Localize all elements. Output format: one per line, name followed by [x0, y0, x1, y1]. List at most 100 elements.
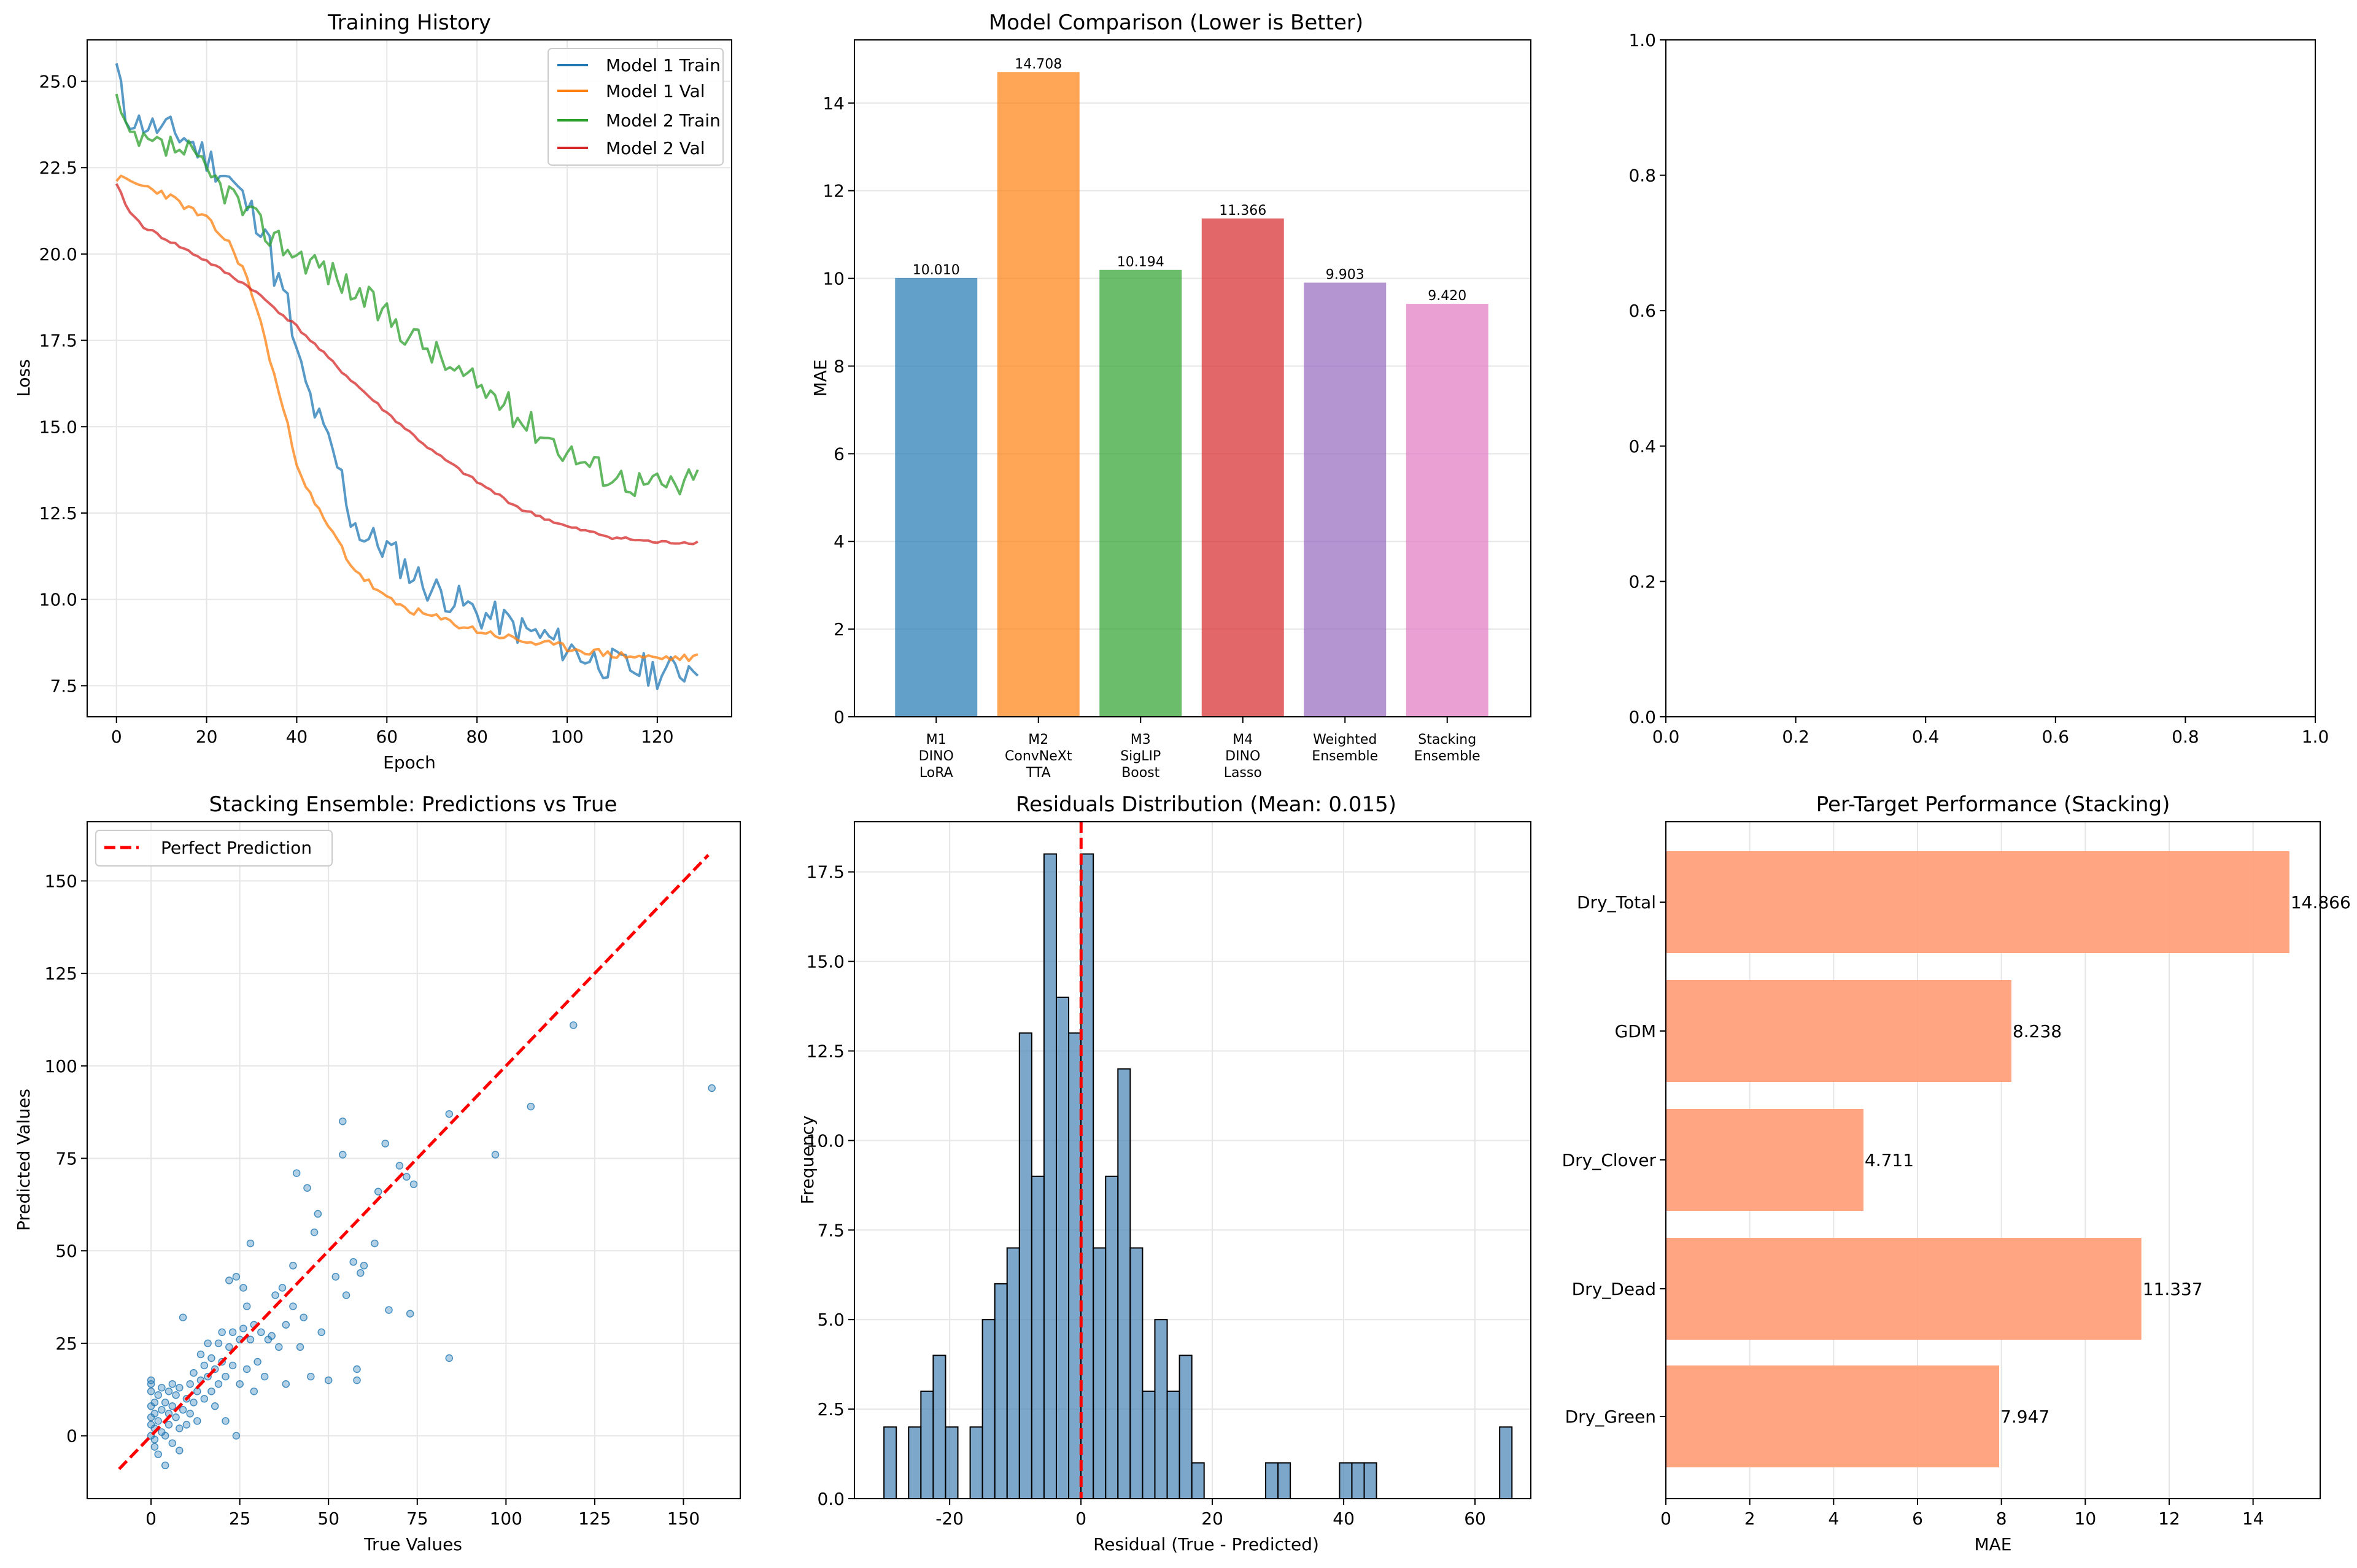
scatter-point — [168, 1439, 177, 1447]
scatter-point — [225, 1276, 233, 1284]
hist-bin — [945, 1426, 959, 1500]
bar-2 — [1099, 269, 1182, 717]
scatter-point — [353, 1365, 361, 1373]
y-tick-label: 10.0 — [39, 590, 77, 610]
scatter-point — [246, 1335, 255, 1344]
training-history-xticks: 0 20 40 60 80 100 120 — [111, 717, 674, 747]
scatter-point — [403, 1173, 411, 1181]
scatter-point — [200, 1395, 209, 1403]
y-tick-label: 25.0 — [39, 72, 77, 92]
scatter-point — [186, 1410, 194, 1418]
training-history-lines — [115, 63, 699, 690]
x-tick-label: 150 — [667, 1508, 700, 1529]
scatter-point — [342, 1291, 350, 1299]
scatter-point — [232, 1432, 241, 1440]
legend-label-model2-val: Model 2 Val — [606, 138, 705, 158]
y-tick-label: 0 — [834, 707, 845, 727]
scatter-point — [154, 1417, 162, 1425]
per-target-xticks: 0 2 4 6 8 10 12 14 — [1660, 1499, 2264, 1529]
y-tick-label: 75 — [55, 1148, 77, 1168]
residuals-hist-ylabel: Frequency — [797, 1116, 818, 1205]
y-tick-label: 22.5 — [39, 158, 77, 178]
scatter-point — [491, 1151, 500, 1159]
y-tick-label: 0.6 — [1628, 301, 1656, 321]
scatter-point — [176, 1424, 184, 1432]
per-target-yticks: Dry_Total GDM Dry_Clover Dry_Dead Dry_Green — [1562, 892, 1666, 1427]
scatter-point — [214, 1380, 223, 1388]
y-tick-label: 0.2 — [1628, 571, 1656, 592]
hist-bin — [1018, 1032, 1032, 1499]
scatter-point — [190, 1369, 198, 1377]
x-tick-label: DINO — [1225, 749, 1260, 764]
hist-bin — [1265, 1462, 1279, 1499]
x-tick-label: 0.8 — [2172, 727, 2199, 747]
y-tick-label: 17.5 — [39, 331, 77, 351]
y-tick-label: 12 — [822, 181, 845, 201]
hbar-gdm — [1666, 980, 2011, 1082]
scatter-point — [190, 1399, 198, 1407]
stacking-scatter-grid — [87, 822, 740, 1499]
scatter-point — [164, 1421, 173, 1429]
x-tick-label: M3 — [1131, 732, 1151, 747]
y-tick-label: 20.0 — [39, 244, 77, 265]
scatter-point — [708, 1084, 716, 1092]
y-tick-label: 2 — [834, 619, 845, 639]
y-tick-label: 0.4 — [1628, 436, 1656, 457]
scatter-point — [225, 1343, 233, 1351]
y-tick-label: GDM — [1615, 1021, 1656, 1041]
y-tick-label: Dry_Total — [1577, 892, 1656, 913]
stacking-scatter-ylabel: Predicted Values — [14, 1089, 34, 1231]
x-tick-label: Weighted — [1313, 732, 1377, 747]
stacking-scatter-yticks: 0 25 50 75 100 125 150 — [45, 871, 87, 1446]
residuals-hist-xticks: -20 0 20 40 60 — [935, 1499, 1486, 1529]
scatter-point — [168, 1380, 177, 1388]
training-history-legend: Model 1 Train Model 1 Val Model 2 Train … — [548, 48, 724, 166]
x-tick-label: 60 — [376, 727, 398, 747]
x-tick-label: 125 — [578, 1508, 611, 1529]
y-tick-label: 50 — [55, 1241, 77, 1261]
x-tick-label: 20 — [196, 727, 218, 747]
hist-bin — [1142, 1390, 1156, 1500]
training-history-xlabel: Epoch — [383, 752, 436, 773]
scatter-point — [214, 1339, 223, 1348]
hist-bin — [1031, 1175, 1045, 1500]
y-tick-label: 0.0 — [1628, 707, 1656, 727]
scatter-point — [374, 1188, 382, 1195]
residuals-hist-bars — [883, 853, 1513, 1500]
y-tick-label: 125 — [45, 964, 77, 984]
scatter-point — [371, 1239, 379, 1248]
bar-0 — [895, 277, 978, 717]
scatter-point — [161, 1432, 169, 1440]
scatter-point — [271, 1291, 279, 1299]
scatter-point — [331, 1273, 340, 1281]
x-tick-label: 14 — [2242, 1508, 2264, 1529]
legend-label-model1-val: Model 1 Val — [606, 81, 705, 101]
model-comparison-xticks: M1DINOLoRAM2ConvNeXtTTAM3SigLIPBoostM4DI… — [919, 717, 1480, 781]
scatter-point — [246, 1239, 255, 1248]
scatter-point — [339, 1117, 347, 1126]
scatter-point — [242, 1365, 251, 1373]
scatter-point — [324, 1376, 333, 1385]
scatter-point — [150, 1443, 159, 1451]
x-tick-label: Lasso — [1224, 765, 1262, 781]
scatter-point — [236, 1380, 244, 1388]
training-history-yticks: 7.5 10.0 12.5 15.0 17.5 20.0 22.5 25.0 — [39, 72, 87, 696]
hist-bin — [1339, 1462, 1353, 1499]
y-tick-label: 7.5 — [817, 1220, 845, 1240]
x-tick-label: -20 — [935, 1508, 964, 1529]
empty-axes-xticks: 0.0 0.2 0.4 0.6 0.8 1.0 — [1652, 717, 2329, 747]
scatter-point — [150, 1399, 159, 1407]
hist-bin — [969, 1426, 983, 1500]
y-tick-label: 0.8 — [1628, 166, 1656, 186]
scatter-point — [317, 1328, 325, 1337]
bar-value-label: 9.420 — [1428, 288, 1466, 304]
model-comparison-yticks: 0 2 4 6 8 10 12 14 — [822, 93, 854, 727]
scatter-point — [147, 1387, 155, 1396]
scatter-point — [385, 1306, 393, 1314]
scatter-point — [409, 1180, 418, 1188]
empty-axes-frame — [1665, 39, 2316, 717]
x-tick-label: M1 — [926, 732, 946, 747]
residuals-hist-xlabel: Residual (True - Predicted) — [1093, 1534, 1319, 1554]
hist-bin — [1277, 1462, 1291, 1499]
y-tick-label: 7.5 — [50, 676, 77, 696]
